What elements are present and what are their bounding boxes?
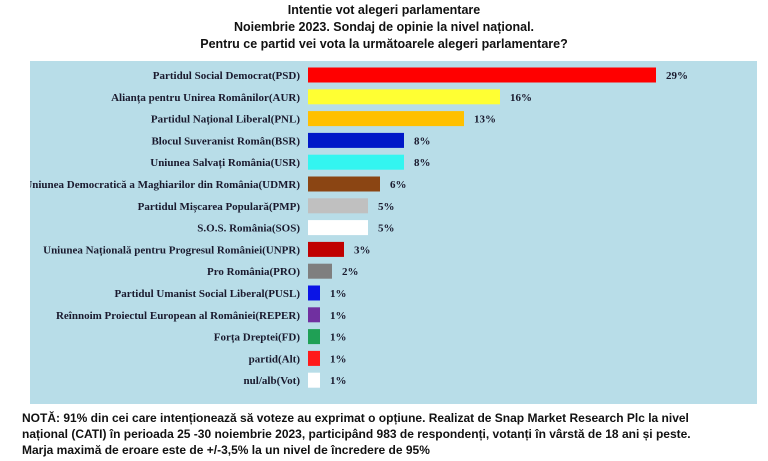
category-label: Uniunea Salvați România(USR) [150,157,300,169]
bar [308,241,344,257]
note-line-3: Marja maximă de eroare este de +/-3,5% l… [22,443,430,457]
category-label: Alianța pentru Unirea Românilor(AUR) [111,92,300,104]
data-label: 1% [330,288,347,300]
data-label: 1% [330,353,347,365]
footnote: NOTĂ: 91% din cei care intenționează să … [22,410,762,458]
bar [308,154,404,170]
data-label: 29% [666,70,688,82]
category-label: Uniunea Națională pentru Progresul Român… [43,244,300,256]
bar [308,67,656,83]
category-label: Partidul Umanist Social Liberal(PUSL) [115,288,301,300]
data-label: 16% [510,92,532,104]
category-label: Reînnoim Proiectul European al României(… [56,310,300,322]
bar [308,307,320,323]
data-label: 3% [354,244,371,256]
bar [308,132,404,148]
category-label: S.O.S. România(SOS) [197,223,300,235]
data-label: 6% [390,179,407,191]
bar [308,285,320,301]
title-line-2: Noiembrie 2023. Sondaj de opinie la nive… [233,20,535,34]
data-label: 13% [474,114,496,126]
note-line-1: NOTĂ: 91% din cei care intenționează să … [22,411,689,425]
note-line-2: național (CATI) în perioada 25 -30 noiem… [22,427,691,441]
category-label: Pro România(PRO) [207,266,300,278]
bar [308,350,320,366]
bar [308,198,368,214]
plot-area: Partidul Social Democrat(PSD) 29% Alianța … [30,61,757,404]
category-label: Partidul Național Liberal(PNL) [151,114,300,126]
data-label: 1% [330,375,347,387]
bar [308,372,320,388]
category-label: Uniunea Democratică a Maghiarilor din Ro… [30,179,300,191]
data-label: 2% [342,266,359,278]
bar [308,89,500,105]
category-label: Partidul Social Democrat(PSD) [153,70,301,82]
data-label: 1% [330,332,347,344]
bar [308,176,380,192]
data-label: 5% [378,223,395,235]
category-label: partid(Alt) [249,353,301,365]
category-label: Partidul Mișcarea Populară(PMP) [138,201,301,213]
data-label: 8% [414,157,431,169]
category-label: Blocul Suveranist Român(BSR) [151,135,300,147]
chart-title: Intentie vot alegeri parlamentare Noiemb… [0,2,768,53]
category-label: nul/alb(Vot) [244,375,301,387]
bar [308,111,464,127]
bar-chart: Partidul Social Democrat(PSD) 29% Alianța … [30,67,688,388]
bar [308,329,320,345]
category-label: Forța Dreptei(FD) [214,332,301,344]
data-label: 1% [330,310,347,322]
title-line-1: Intentie vot alegeri parlamentare [287,3,481,17]
bar [308,220,368,236]
data-label: 5% [378,201,395,213]
data-label: 8% [414,135,431,147]
bar [308,263,332,279]
title-line-3: Pentru ce partid vei vota la următoarele… [200,37,568,51]
